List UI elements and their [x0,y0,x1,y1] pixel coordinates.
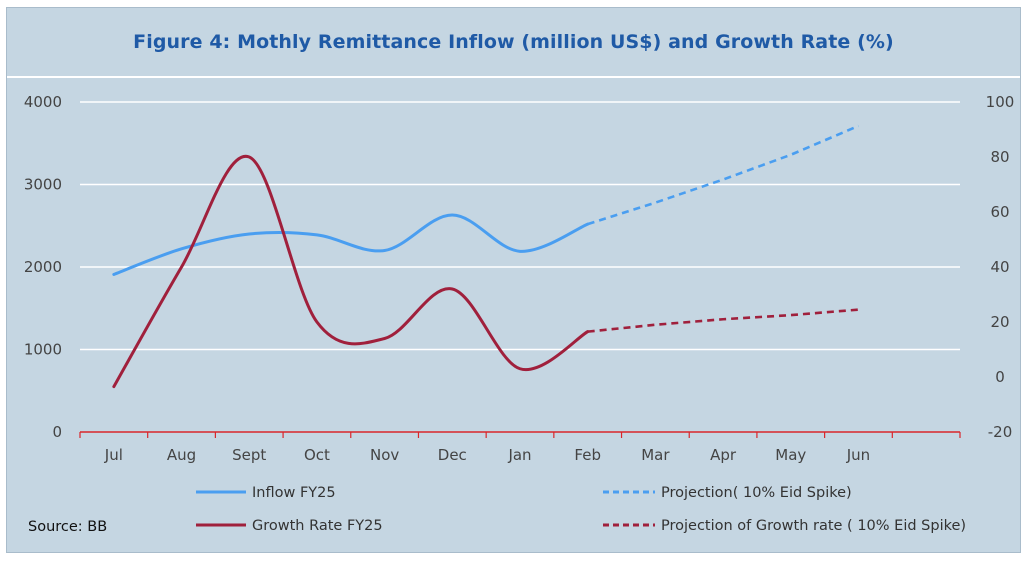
y-left-tick-label: 0 [52,423,62,441]
series-line-projection-of-growth-rate-10-eid-spike [587,308,859,333]
x-tick-label: Mar [641,446,670,464]
x-tick-label: Aug [167,446,196,464]
x-tick-label: Oct [304,446,330,464]
x-tick-label: Jun [846,446,870,464]
series-line-growth-rate-fy25 [112,154,590,389]
y-right-tick-label: 0 [995,368,1005,386]
x-tick-label: Apr [710,446,737,464]
series-line-inflow-fy25 [112,213,590,276]
y-right-tick-label: 100 [986,93,1015,111]
x-tick-label: Jan [507,446,531,464]
y-right-tick-label: -20 [988,423,1013,441]
x-tick-label: Nov [370,446,399,464]
legend-label: Growth Rate FY25 [252,518,383,534]
legend-label: Projection of Growth rate ( 10% Eid Spik… [661,518,966,534]
y-right-tick-label: 80 [990,148,1009,166]
x-tick-label: Jul [104,446,123,464]
y-left-tick-label: 4000 [24,93,62,111]
source-note: Source: BB [28,519,107,535]
x-tick-label: Feb [574,446,601,464]
x-tick-label: May [775,446,806,464]
y-left-tick-label: 3000 [24,176,62,194]
legend-label: Inflow FY25 [252,485,336,501]
y-right-tick-label: 20 [990,313,1009,331]
y-left-tick-label: 1000 [24,341,62,359]
x-tick-label: Dec [438,446,467,464]
y-right-tick-label: 60 [990,203,1009,221]
y-left-tick-label: 2000 [24,258,62,276]
y-right-tick-label: 40 [990,258,1009,276]
chart-title: Figure 4: Mothly Remittance Inflow (mill… [133,31,894,53]
series-line-projection-10-eid-spike [587,124,859,226]
legend-label: Projection( 10% Eid Spike) [661,485,852,501]
title-bar: Figure 4: Mothly Remittance Inflow (mill… [7,8,1020,78]
x-tick-label: Sept [232,446,266,464]
